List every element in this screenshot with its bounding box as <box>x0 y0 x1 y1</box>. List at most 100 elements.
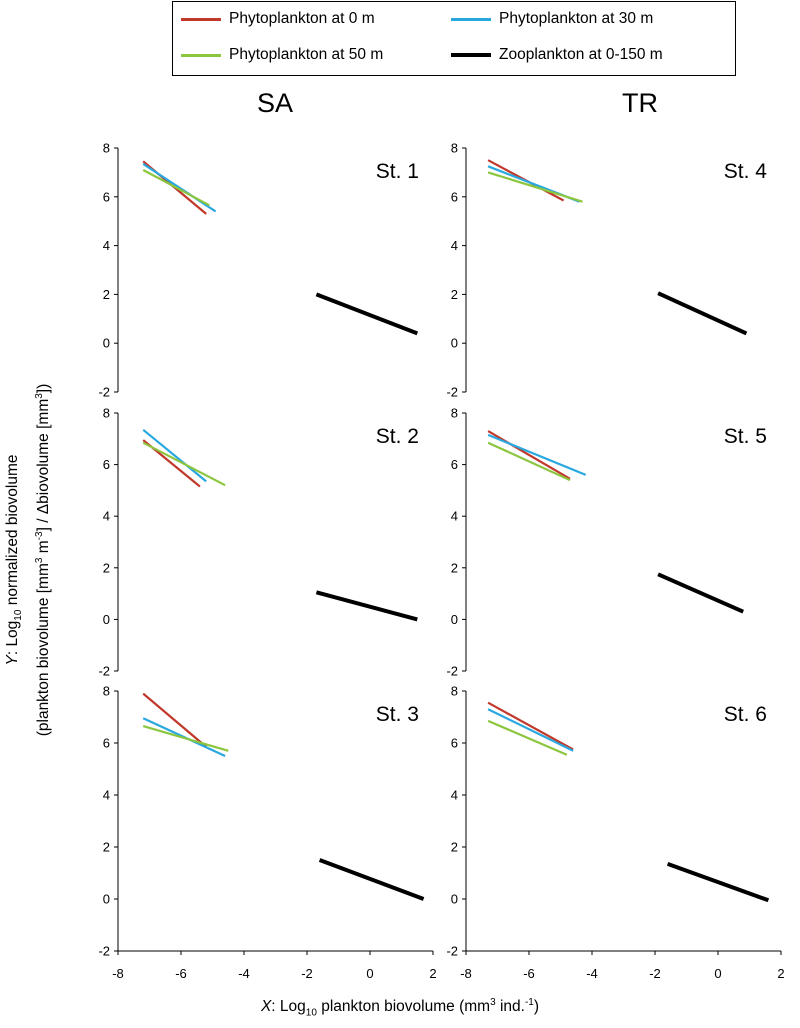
panel-label-st-6: St. 6 <box>724 703 767 726</box>
series-line-phytoplankton-at-30-m-st-1 <box>142 162 217 213</box>
y-tick-label-st-2: 0 <box>103 612 110 627</box>
legend: Phytoplankton at 0 m Phytoplankton at 30… <box>172 1 736 76</box>
y-label-l2-sup2: -3 <box>33 531 45 541</box>
y-tick-label-st-1: 4 <box>103 238 110 253</box>
series-line-phytoplankton-at-50-m-st-4 <box>487 171 583 203</box>
panel-st-1: -2 0 2 4 6 8 St. 1 <box>98 141 419 400</box>
y-tick-label-st-5: 4 <box>451 509 458 524</box>
legend-label-phyto-30m: Phytoplankton at 30 m <box>499 10 654 27</box>
y-label-tail: normalized biovolume <box>3 454 21 610</box>
y-tick-label-st-2: 4 <box>103 509 110 524</box>
x-tick-label-st-6: -4 <box>586 966 598 981</box>
y-tick-label-st-1: -2 <box>98 385 110 400</box>
legend-swatch-zoo <box>451 53 491 57</box>
y-tick-label-st-6: 4 <box>451 788 458 803</box>
x-tick-label-st-6: 2 <box>777 966 784 981</box>
y-label-l2-sup1: 3 <box>33 557 45 564</box>
y-tick-label-st-1: 6 <box>103 189 110 204</box>
y-label-var: Y <box>3 655 21 666</box>
column-title-sa: SA <box>257 88 294 118</box>
panel-st-6: -2 0 2 4 6 8 -8 -6 -4 -2 0 2 St. 6 <box>446 684 784 982</box>
y-tick-label-st-5: 0 <box>451 612 458 627</box>
y-label-l2a: (plankton biovolume [mm <box>35 563 53 737</box>
y-tick-label-st-6: 8 <box>451 684 458 699</box>
y-tick-label-st-5: 2 <box>451 560 458 575</box>
y-tick-label-st-2: 8 <box>103 406 110 421</box>
y-tick-label-st-4: 6 <box>451 189 458 204</box>
y-tick-label-st-2: 2 <box>103 560 110 575</box>
y-tick-label-st-6: -2 <box>446 944 458 959</box>
series-line-phytoplankton-at-50-m-st-3 <box>142 725 229 752</box>
series-line-phytoplankton-at-30-m-st-6 <box>487 708 574 752</box>
x-tick-label-st-6: 0 <box>714 966 721 981</box>
y-tick-label-st-5: 8 <box>451 406 458 421</box>
y-tick-label-st-4: -2 <box>446 385 458 400</box>
y-tick-label-st-3: -2 <box>98 944 110 959</box>
legend-item-zoo: Zooplankton at 0-150 m <box>451 46 663 64</box>
series-line-phytoplankton-at-50-m-st-1 <box>142 169 210 207</box>
y-tick-label-st-6: 2 <box>451 840 458 855</box>
legend-label-phyto-50m: Phytoplankton at 50 m <box>229 46 384 63</box>
x-tick-label-st-3: -2 <box>301 966 313 981</box>
legend-label-zoo: Zooplankton at 0-150 m <box>499 46 663 63</box>
panel-st-3: -2 0 2 4 6 8 -8 -6 -4 -2 0 2 St. 3 <box>98 684 436 982</box>
x-label-tail3: ) <box>533 998 540 1016</box>
y-label-sub: 10 <box>12 609 24 621</box>
y-tick-label-st-5: -2 <box>446 664 458 679</box>
panel-label-st-5: St. 5 <box>724 425 767 448</box>
x-tick-label-st-3: -6 <box>175 966 187 981</box>
legend-swatch-phyto-50m <box>181 53 221 57</box>
series-line-phytoplankton-at-50-m-st-2 <box>142 441 226 487</box>
y-tick-label-st-1: 0 <box>103 336 110 351</box>
panel-label-st-3: St. 3 <box>376 703 419 726</box>
x-label-tail: plankton biovolume (mm <box>316 998 491 1016</box>
legend-item-phyto-30m: Phytoplankton at 30 m <box>451 10 653 28</box>
x-axis-label: X: Log10 plankton biovolume (mm3 ind.-1) <box>0 997 800 1018</box>
series-line-zooplankton-at-0-150-m-st-6 <box>666 862 770 903</box>
series-line-zooplankton-at-0-150-m-st-5 <box>657 572 745 614</box>
column-title-tr: TR <box>622 88 658 118</box>
legend-swatch-phyto-30m <box>451 17 491 21</box>
x-label-sub: 10 <box>305 1007 317 1019</box>
series-line-phytoplankton-at-0-m-st-6 <box>487 701 574 751</box>
y-label-l2c: ] / Δbiovolume [mm <box>35 398 53 532</box>
y-tick-label-st-1: 8 <box>103 141 110 156</box>
panel-label-st-2: St. 2 <box>376 425 419 448</box>
y-tick-label-st-3: 4 <box>103 788 110 803</box>
y-tick-label-st-3: 0 <box>103 892 110 907</box>
x-label-var: X <box>260 998 272 1016</box>
x-tick-label-st-6: -8 <box>460 966 472 981</box>
legend-item-phyto-0m: Phytoplankton at 0 m <box>181 10 375 28</box>
y-tick-label-st-4: 2 <box>451 287 458 302</box>
series-line-zooplankton-at-0-150-m-st-4 <box>657 291 748 336</box>
series-line-zooplankton-at-0-150-m-st-3 <box>318 858 425 901</box>
x-label-tail2: ind. <box>495 998 525 1016</box>
series-line-phytoplankton-at-0-m-st-5 <box>487 430 571 480</box>
series-line-zooplankton-at-0-150-m-st-1 <box>315 292 419 336</box>
y-tick-label-st-3: 8 <box>103 684 110 699</box>
series-line-phytoplankton-at-50-m-st-6 <box>487 719 568 756</box>
x-tick-label-st-3: -4 <box>238 966 250 981</box>
y-tick-label-st-2: -2 <box>98 664 110 679</box>
y-tick-label-st-5: 6 <box>451 457 458 472</box>
y-tick-label-st-2: 6 <box>103 457 110 472</box>
legend-swatch-phyto-0m <box>181 17 221 21</box>
y-tick-label-st-4: 0 <box>451 336 458 351</box>
y-tick-label-st-3: 2 <box>103 840 110 855</box>
series-line-phytoplankton-at-0-m-st-3 <box>142 692 207 748</box>
y-tick-label-st-4: 8 <box>451 141 458 156</box>
series-line-phytoplankton-at-30-m-st-2 <box>142 428 207 483</box>
panel-st-2: -2 0 2 4 6 8 St. 2 <box>98 406 419 679</box>
legend-item-phyto-50m: Phytoplankton at 50 m <box>181 46 383 64</box>
y-label-log: : Log <box>3 620 21 656</box>
x-tick-label-st-6: -6 <box>523 966 535 981</box>
panel-label-st-4: St. 4 <box>724 160 768 183</box>
x-label-log: : Log <box>271 998 306 1016</box>
x-tick-label-st-3: 0 <box>366 966 373 981</box>
x-tick-label-st-3: -8 <box>112 966 124 981</box>
y-label-l2b: m <box>35 540 53 558</box>
panel-st-5: -2 0 2 4 6 8 St. 5 <box>446 406 767 679</box>
legend-label-phyto-0m: Phytoplankton at 0 m <box>229 10 375 27</box>
panel-st-4: -2 0 2 4 6 8 St. 4 <box>446 141 767 400</box>
